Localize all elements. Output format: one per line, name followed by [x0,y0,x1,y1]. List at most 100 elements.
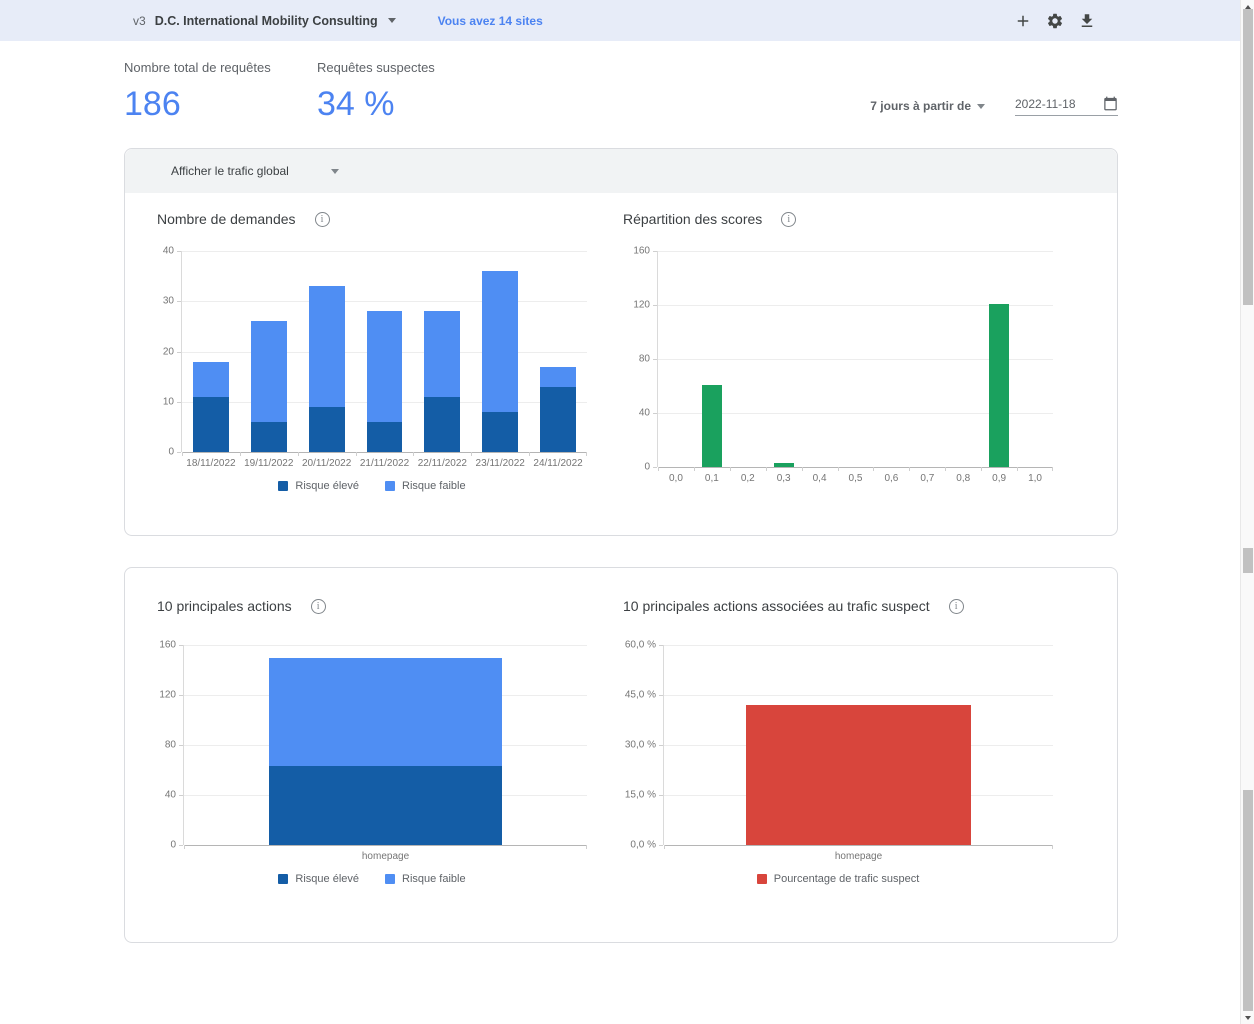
plot-area: homepage [659,645,1053,862]
stat-label: Nombre total de requêtes [124,60,271,75]
stat-label: Requêtes suspectes [317,60,435,75]
y-tick-label: 0,0 % [630,839,656,851]
y-tick-mark [659,795,663,796]
legend-item: Risque élevé [278,873,359,885]
legend-item: Risque faible [385,480,466,492]
chart-title: 10 principales actions [157,598,292,614]
x-tick-mark [586,845,587,849]
legend-item: Risque faible [385,873,466,885]
scrollbar[interactable] [1240,0,1254,1024]
chart-legend: Pourcentage de trafic suspect [623,873,1053,885]
y-tick-mark [659,695,663,696]
x-tick-mark [837,467,839,471]
y-tick-mark [179,745,183,746]
legend-swatch-icon [385,481,395,491]
x-tick-label: 23/11/2022 [475,458,525,469]
y-tick-mark [177,301,181,303]
x-tick-mark [664,845,665,849]
gridline [658,467,1053,468]
start-date-input[interactable] [1015,96,1103,111]
traffic-overview-card: Afficher le trafic global Nombre de dema… [124,148,1118,536]
add-icon[interactable] [1014,12,1032,30]
legend-label: Pourcentage de trafic suspect [773,873,920,885]
y-tick-mark [177,351,181,353]
bar-segment [424,396,461,452]
bar-segment [366,421,403,452]
plot-area: 0,0 0,1 0,2 0,3 0,4 0,5 0,6 0,7 0,8 0,9 1,0 [653,251,1053,484]
bar-segment [540,366,576,387]
date-field [1015,96,1118,116]
gridline [182,251,587,252]
y-tick-mark [179,695,183,696]
bar-segment [482,271,519,412]
info-icon[interactable] [948,598,964,614]
bar-segment [308,286,345,407]
scrollbar-thumb[interactable] [1243,548,1253,573]
x-tick-label: 18/11/2022 [186,458,236,469]
y-tick-label: 10 [162,396,174,408]
x-tick-mark [413,452,415,456]
bar-segment [540,386,576,452]
bar-segment [424,311,461,397]
topbar-actions [1014,0,1096,41]
y-tick-mark [177,452,181,453]
x-tick-mark [658,467,659,471]
bar-segment [773,462,794,467]
y-tick-mark [659,845,663,846]
chart-legend: Risque élevé Risque faible [157,480,587,492]
y-tick-label: 120 [159,689,176,701]
x-tick-label: 22/11/2022 [417,458,467,469]
chart-title: Répartition des scores [623,211,763,227]
x-tick-mark [355,452,357,456]
version-badge: v3 [133,13,146,28]
x-tick-label: 0,7 [920,473,935,484]
x-tick-mark [1052,845,1053,849]
x-tick-mark [239,452,241,456]
x-tick-mark [529,452,531,456]
x-tick-mark [184,845,185,849]
bar-segment [308,406,345,452]
site-selector-dropdown[interactable]: D.C. International Mobility Consulting [155,14,396,28]
plot-area: homepage [179,645,587,862]
x-tick-mark [801,467,803,471]
x-tick-mark [297,452,299,456]
y-tick-mark [177,251,181,252]
legend-swatch-icon [756,874,767,884]
settings-gear-icon[interactable] [1046,12,1064,30]
chart-title: Nombre de demandes [157,211,296,227]
traffic-filter-dropdown[interactable]: Afficher le trafic global [125,149,1117,193]
info-icon[interactable] [781,211,797,227]
chevron-down-icon [387,18,396,23]
y-tick-label: 45,0 % [624,689,656,701]
calendar-icon[interactable] [1103,96,1118,111]
info-icon[interactable] [310,598,326,614]
x-tick-label: 0,0 [669,473,683,484]
x-tick-mark [1052,467,1053,471]
y-tick-label: 80 [638,353,650,365]
scrollbar-thumb[interactable] [1243,790,1253,1011]
scrollbar-thumb[interactable] [1243,9,1253,305]
x-tick-label: 24/11/2022 [533,458,583,469]
x-tick-mark [765,467,767,471]
scroll-down-arrow-icon[interactable] [1241,1011,1254,1024]
y-axis: 0 40 80 120 160 [157,640,183,851]
y-tick-label: 30,0 % [624,739,656,751]
y-tick-label: 160 [159,639,176,651]
y-tick-mark [179,845,183,846]
sites-count-link[interactable]: Vous avez 14 sites [437,13,543,28]
download-icon[interactable] [1078,12,1096,30]
x-tick-label: 0,2 [740,473,755,484]
x-tick-label: 21/11/2022 [359,458,410,469]
legend-label: Risque élevé [295,480,359,492]
period-selector-dropdown[interactable]: 7 jours à partir de [870,99,985,113]
scroll-up-arrow-icon[interactable] [1241,0,1254,13]
y-tick-label: 80 [164,739,176,751]
x-tick-label: 0,8 [956,473,971,484]
chart-top-actions: 10 principales actions 0 40 80 120 160 homep… [157,596,587,885]
x-tick-mark [909,467,911,471]
bar-segment [250,421,287,452]
y-tick-label: 60,0 % [624,639,656,651]
y-tick-label: 20 [162,346,174,357]
info-icon[interactable] [314,211,330,227]
